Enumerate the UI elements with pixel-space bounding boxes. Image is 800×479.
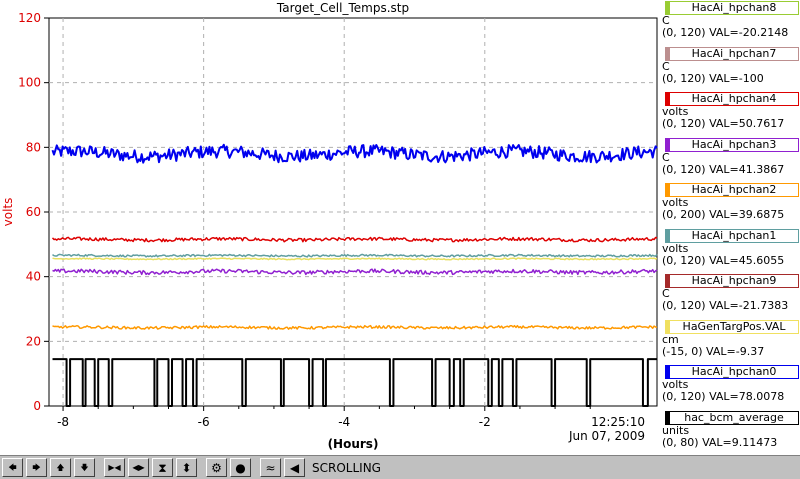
legend-range-value: (0, 120) VAL=-100 <box>662 71 764 85</box>
legend-unit: units <box>662 423 690 437</box>
scroll-back-button[interactable]: ◀ <box>284 458 305 477</box>
arrow-down-button[interactable]: 🡇 <box>74 458 95 477</box>
end-date-label: Jun 07, 2009 <box>568 429 645 443</box>
end-time-label: 12:25:10 <box>591 415 645 429</box>
x-tick-label: -8 <box>57 415 69 429</box>
x-axis-label: (Hours) <box>328 437 379 451</box>
waveform-button[interactable]: ≈ <box>260 458 281 477</box>
legend-entry[interactable]: HacAi_hpchan3 C (0, 120) VAL=41.3867 <box>662 137 799 176</box>
legend-range-value: (0, 120) VAL=45.6055 <box>662 253 785 267</box>
legend-range-value: (-15, 0) VAL=-9.37 <box>662 344 765 358</box>
zoom-in-vertical-button[interactable]: ⧗ <box>152 458 173 477</box>
zoom-in-vertical-icon: ⧗ <box>158 460 167 475</box>
legend-unit: cm <box>662 332 679 346</box>
legend-series-name[interactable]: HacAi_hpchan1 <box>665 228 799 243</box>
mode-label: SCROLLING <box>312 460 381 475</box>
legend-entry[interactable]: HacAi_hpchan7 C (0, 120) VAL=-100 <box>662 46 799 85</box>
legend-range-value: (0, 120) VAL=41.3867 <box>662 162 785 176</box>
y-tick-label: 60 <box>26 205 41 219</box>
series-line <box>51 143 658 164</box>
legend-unit: volts <box>662 196 689 209</box>
legend-series-name[interactable]: hac_bcm_average <box>665 410 799 425</box>
legend-series-name[interactable]: HacAi_hpchan0 <box>665 365 799 379</box>
zoom-out-horizontal-icon: ◀▶ <box>132 462 145 472</box>
arrow-down-icon: 🡇 <box>80 462 89 472</box>
legend-entry[interactable]: HacAi_hpchan0 volts (0, 120) VAL=78.0078 <box>662 365 799 403</box>
zoom-in-horizontal-icon: ▶◀ <box>108 462 121 472</box>
chart-title: Target_Cell_Temps.stp <box>276 1 409 15</box>
legend-series-name[interactable]: HacAi_hpchan3 <box>665 137 799 152</box>
legend-range-value: (0, 120) VAL=78.0078 <box>662 390 785 403</box>
arrow-up-button[interactable]: 🡅 <box>50 458 71 477</box>
legend-entry[interactable]: HacAi_hpchan4 volts (0, 120) VAL=50.7617 <box>662 92 799 130</box>
settings-wheel-button[interactable]: ⚙ <box>206 458 227 477</box>
x-tick-label: -6 <box>198 415 210 429</box>
y-axis-label: volts <box>1 198 15 227</box>
legend-entry[interactable]: HaGenTargPos.VAL cm (-15, 0) VAL=-9.37 <box>662 319 799 358</box>
legend-unit: volts <box>662 241 689 255</box>
series-line <box>51 236 658 243</box>
legend-unit: volts <box>662 105 689 118</box>
legend-series-name[interactable]: HacAi_hpchan8 <box>665 1 799 15</box>
legend-series-name[interactable]: HacAi_hpchan9 <box>665 274 799 288</box>
legend-range-value: (0, 80) VAL=9.11473 <box>662 435 778 449</box>
arrow-right-button[interactable]: 🡆 <box>26 458 47 477</box>
legend-series-name[interactable]: HacAi_hpchan2 <box>665 183 799 197</box>
record-button[interactable]: ● <box>230 458 251 477</box>
record-icon: ● <box>235 460 246 475</box>
legend-series-name[interactable]: HacAi_hpchan4 <box>665 92 799 106</box>
legend-series-name[interactable]: HacAi_hpchan7 <box>665 46 799 61</box>
chart-area[interactable]: 0 20 40 60 80 100 120 -8 -6 -4 -2 12:25:10 Jun 07, 2… <box>0 0 660 455</box>
legend-unit: C <box>662 59 670 73</box>
legend-unit: C <box>662 14 670 27</box>
y-tick-label: 40 <box>26 270 41 284</box>
legend-unit: volts <box>662 378 689 391</box>
zoom-out-vertical-button[interactable]: ⬍ <box>176 458 197 477</box>
legend-range-value: (0, 120) VAL=-20.2148 <box>662 26 789 39</box>
settings-wheel-icon: ⚙ <box>211 460 222 475</box>
legend-range-value: (0, 120) VAL=-21.7383 <box>662 299 789 312</box>
zoom-in-horizontal-button[interactable]: ▶◀ <box>104 458 125 477</box>
x-tick-label: -2 <box>479 415 491 429</box>
series-line <box>52 358 657 407</box>
legend-range-value: (0, 200) VAL=39.6875 <box>662 208 785 221</box>
y-tick-label: 0 <box>33 399 41 413</box>
legend-entry[interactable]: HacAi_hpchan9 C (0, 120) VAL=-21.7383 <box>662 274 799 312</box>
series-line <box>52 324 658 330</box>
y-tick-label: 100 <box>18 76 41 90</box>
legend-entry[interactable]: HacAi_hpchan8 C (0, 120) VAL=-20.2148 <box>662 1 799 39</box>
x-tick-label: -4 <box>338 415 350 429</box>
arrow-up-icon: 🡅 <box>56 462 65 472</box>
legend-entry[interactable]: HacAi_hpchan2 volts (0, 200) VAL=39.6875 <box>662 183 799 221</box>
legend-unit: C <box>662 287 670 300</box>
series-line <box>52 253 658 258</box>
y-tick-label: 20 <box>26 334 41 348</box>
legend-unit: C <box>662 150 670 164</box>
arrow-right-icon: 🡆 <box>32 462 41 472</box>
toolbar: 🡄 🡆 🡅 🡇 ▶◀ ◀▶ ⧗ ⬍ ⚙ ● ≈ ◀ SCROLLING <box>0 455 800 479</box>
zoom-out-horizontal-button[interactable]: ◀▶ <box>128 458 149 477</box>
y-tick-label: 120 <box>18 11 41 25</box>
legend-series-name[interactable]: HaGenTargPos.VAL <box>665 319 799 334</box>
legend-entry[interactable]: HacAi_hpchan1 volts (0, 120) VAL=45.6055 <box>662 228 799 267</box>
arrow-left-icon: 🡄 <box>8 462 17 472</box>
series-line <box>52 268 658 276</box>
scroll-back-icon: ◀ <box>289 460 300 475</box>
series-line <box>52 257 658 261</box>
zoom-out-vertical-icon: ⬍ <box>181 460 192 475</box>
arrow-left-button[interactable]: 🡄 <box>2 458 23 477</box>
legend-panel: HacAi_hpchan8 C (0, 120) VAL=-20.2148 HacAi… <box>660 0 800 455</box>
legend-entry[interactable]: hac_bcm_average units (0, 80) VAL=9.11473 <box>662 410 799 449</box>
waveform-icon: ≈ <box>265 460 276 475</box>
y-tick-label: 80 <box>26 140 41 154</box>
legend-range-value: (0, 120) VAL=50.7617 <box>662 117 785 130</box>
